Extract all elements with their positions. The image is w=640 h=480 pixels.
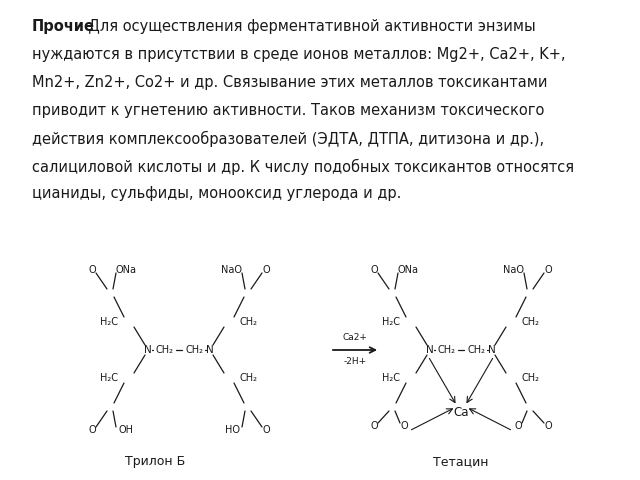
Text: O: O: [544, 421, 552, 431]
Text: H₂C: H₂C: [382, 373, 400, 383]
Text: CH₂: CH₂: [240, 373, 258, 383]
Text: ONa: ONa: [115, 265, 136, 275]
Text: CH₂: CH₂: [155, 345, 173, 355]
Text: . Для осуществления ферментативной активности энзимы: . Для осуществления ферментативной актив…: [79, 19, 535, 34]
Text: CH₂: CH₂: [437, 345, 455, 355]
Text: N: N: [488, 345, 496, 355]
Text: O: O: [370, 265, 378, 275]
Text: O: O: [400, 421, 408, 431]
Text: CH₂: CH₂: [185, 345, 203, 355]
Text: O: O: [370, 421, 378, 431]
Text: Трилон Б: Трилон Б: [125, 456, 185, 468]
Text: N: N: [426, 345, 434, 355]
Text: -2H+: -2H+: [344, 358, 367, 367]
Text: CH₂: CH₂: [522, 317, 540, 327]
Text: Тетацин: Тетацин: [433, 456, 489, 468]
Text: Прочие: Прочие: [32, 19, 95, 34]
Text: CH₂: CH₂: [522, 373, 540, 383]
Text: N: N: [144, 345, 152, 355]
Text: HO: HO: [225, 425, 239, 435]
Text: Ca2+: Ca2+: [342, 333, 367, 341]
Text: салициловой кислоты и др. К числу подобных токсикантов относятся: салициловой кислоты и др. К числу подобн…: [32, 158, 574, 175]
Text: NaO: NaO: [504, 265, 525, 275]
Text: CH₂: CH₂: [240, 317, 258, 327]
Text: O: O: [262, 265, 270, 275]
Text: OH: OH: [118, 425, 134, 435]
Text: действия комплексообразователей (ЭДТА, ДТПА, дитизона и др.),: действия комплексообразователей (ЭДТА, Д…: [32, 131, 544, 147]
Text: H₂C: H₂C: [100, 317, 118, 327]
Text: O: O: [88, 425, 96, 435]
Text: H₂C: H₂C: [100, 373, 118, 383]
Text: CH₂: CH₂: [467, 345, 485, 355]
Text: O: O: [514, 421, 522, 431]
Text: O: O: [544, 265, 552, 275]
Text: N: N: [206, 345, 214, 355]
Text: нуждаются в присутствии в среде ионов металлов: Mg2+, Ca2+, K+,: нуждаются в присутствии в среде ионов ме…: [32, 47, 566, 62]
Text: NaO: NaO: [221, 265, 243, 275]
Text: цианиды, сульфиды, монооксид углерода и др.: цианиды, сульфиды, монооксид углерода и …: [32, 186, 401, 201]
Text: O: O: [88, 265, 96, 275]
Text: H₂C: H₂C: [382, 317, 400, 327]
Text: ONa: ONa: [397, 265, 419, 275]
Text: O: O: [262, 425, 270, 435]
Text: Ca: Ca: [453, 406, 468, 419]
Text: приводит к угнетению активности. Таков механизм токсического: приводит к угнетению активности. Таков м…: [32, 103, 545, 118]
Text: Mn2+, Zn2+, Co2+ и др. Связывание этих металлов токсикантами: Mn2+, Zn2+, Co2+ и др. Связывание этих м…: [32, 75, 547, 90]
